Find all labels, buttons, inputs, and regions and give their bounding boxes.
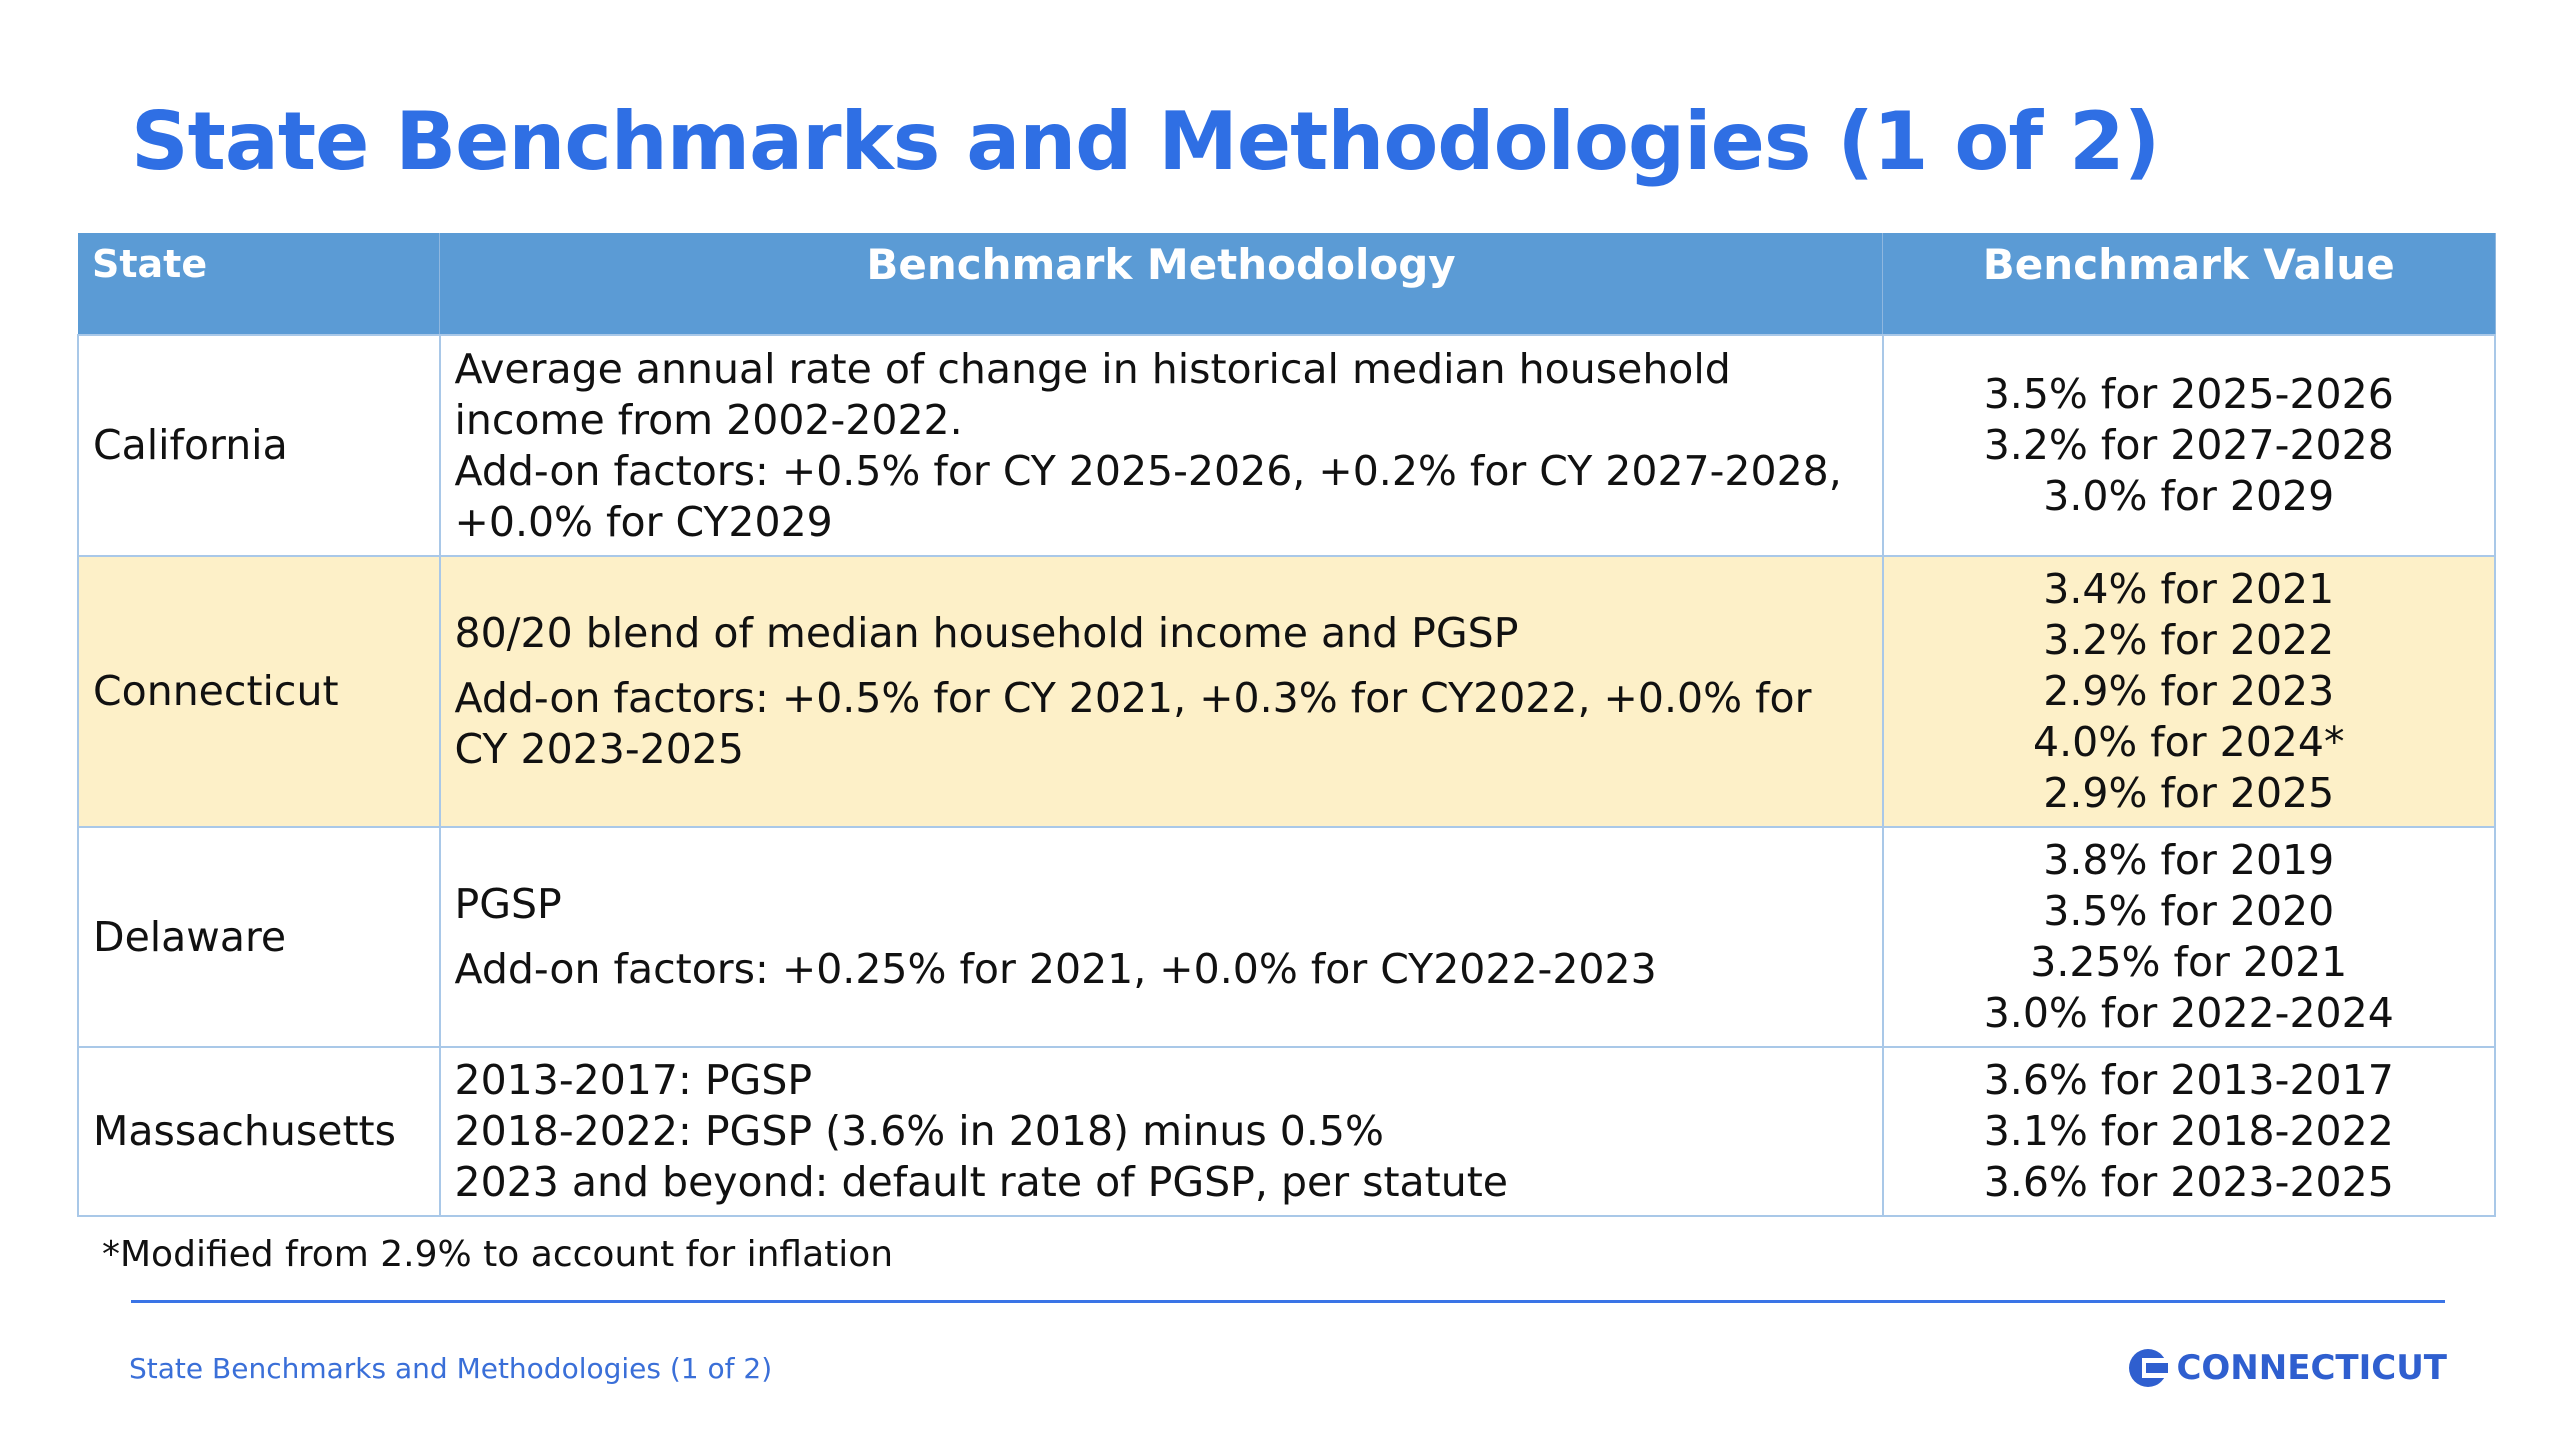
benchmark-table: State Benchmark Methodology Benchmark Va… (77, 233, 2496, 1217)
header-cell: Benchmark Value (1882, 233, 2496, 335)
benchmark-value: 2.9% for 2023 (2043, 667, 2335, 715)
state-cell: California (77, 334, 441, 557)
header-cell: State (78, 233, 440, 335)
state-cell: Delaware (77, 826, 441, 1048)
logo-text: CONNECTICUT (2176, 1348, 2447, 1388)
benchmark-value: 3.0% for 2029 (2043, 472, 2335, 520)
methodology-text: 2023 and beyond: default rate of PGSP, p… (454, 1158, 1509, 1206)
methodology-text: Add-on factors: +0.25% for 2021, +0.0% f… (454, 945, 1657, 993)
benchmark-value: 3.0% for 2022-2024 (1983, 989, 2394, 1037)
footer-rule (131, 1300, 2445, 1303)
table-head: State Benchmark Methodology Benchmark Va… (78, 233, 2496, 335)
footer-text: State Benchmarks and Methodologies (1 of… (129, 1352, 773, 1385)
value-cell: 3.4% for 2021 3.2% for 2022 2.9% for 2023 4… (1881, 555, 2496, 828)
benchmark-value: 3.25% for 2021 (2030, 938, 2348, 986)
benchmark-value: 3.2% for 2022 (2043, 616, 2335, 664)
state-cell: Connecticut (77, 555, 441, 828)
logo: CONNECTICUT (2128, 1348, 2447, 1388)
benchmark-value: 3.4% for 2021 (2043, 565, 2335, 613)
state-cell: Massachusetts (77, 1046, 441, 1217)
methodology-text: 2018-2022: PGSP (3.6% in 2018) minus 0.5… (454, 1107, 1384, 1155)
methodology-text: Add-on factors: +0.5% for CY 2025-2026, … (454, 446, 1842, 546)
benchmark-value: 4.0% for 2024* (2033, 718, 2345, 766)
header-row: State Benchmark Methodology Benchmark Va… (78, 233, 2496, 335)
table-row: California Average annual rate of change … (77, 334, 2496, 557)
methodology-text: 2013-2017: PGSP (454, 1056, 813, 1104)
benchmark-value: 3.5% for 2020 (2043, 887, 2335, 935)
methodology-text: 80/20 blend of median household income a… (454, 609, 1519, 657)
methodology-text: Add-on factors: +0.5% for CY 2021, +0.3%… (454, 674, 1812, 773)
header-cell: Benchmark Methodology (439, 233, 1883, 335)
title: State Benchmarks and Methodologies (1 of… (131, 95, 2160, 188)
value-cell: 3.8% for 2019 3.5% for 2020 3.25% for 2021… (1881, 826, 2496, 1048)
table-row: Connecticut 80/20 blend of median househo… (77, 555, 2496, 828)
table-row: Delaware PGSP Add-on factors: +0.25% for 2… (77, 826, 2496, 1048)
methodology-cell: Average annual rate of change in histori… (438, 334, 1884, 557)
methodology-cell: 2013-2017: PGSP 2018-2022: PGSP (3.6% in … (438, 1046, 1884, 1217)
footnote: *Modified from 2.9% to account for infla… (102, 1234, 894, 1275)
methodology-cell: 80/20 blend of median household income a… (438, 555, 1884, 828)
benchmark-value: 3.5% for 2025-2026 (1983, 370, 2394, 418)
benchmark-value: 3.2% for 2027-2028 (1983, 421, 2394, 469)
benchmark-value: 3.8% for 2019 (2043, 836, 2335, 884)
methodology-cell: PGSP Add-on factors: +0.25% for 2021, +0.… (438, 826, 1884, 1048)
benchmark-value: 3.6% for 2023-2025 (1983, 1158, 2394, 1206)
benchmark-value: 3.1% for 2018-2022 (1983, 1107, 2394, 1155)
value-cell: 3.6% for 2013-2017 3.1% for 2018-2022 3.6%… (1881, 1046, 2496, 1217)
benchmark-value: 2.9% for 2025 (2043, 769, 2335, 817)
benchmark-value: 3.6% for 2013-2017 (1983, 1056, 2394, 1104)
methodology-text: PGSP (454, 880, 562, 928)
logo-icon (2129, 1349, 2169, 1387)
methodology-text: Average annual rate of change in histori… (454, 344, 1731, 444)
table-body: California Average annual rate of change … (77, 334, 2496, 1217)
table-row: Massachusetts 2013-2017: PGSP 2018-2022: P… (77, 1046, 2496, 1217)
value-cell: 3.5% for 2025-2026 3.2% for 2027-2028 3.0%… (1881, 334, 2496, 557)
